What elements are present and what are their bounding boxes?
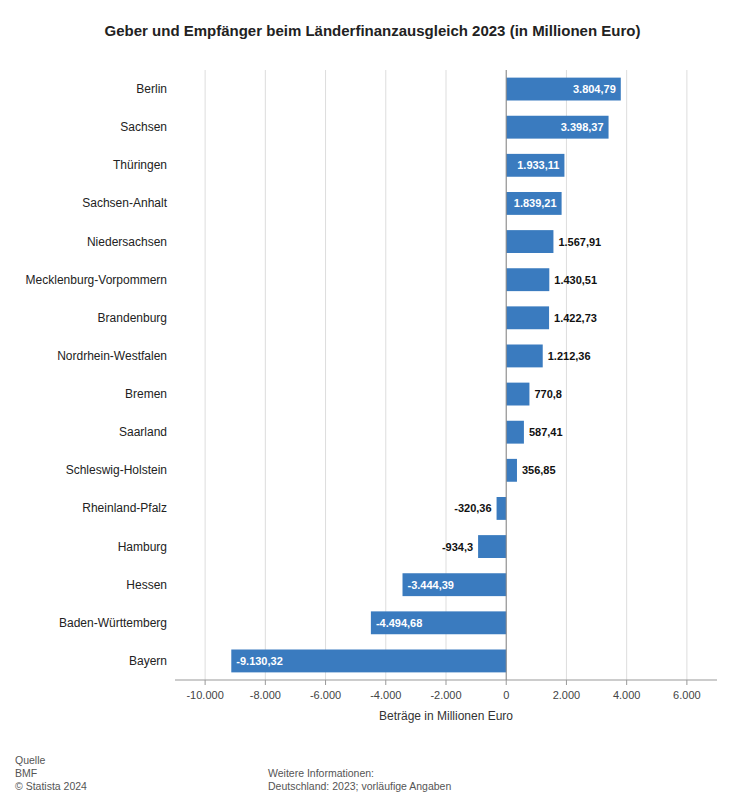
tick-mark xyxy=(265,680,266,685)
title: Geber und Empfänger beim Länderfinanzaus… xyxy=(105,22,641,39)
x-axis: -10.000 -8.000 -6.000 -4.000 -2.000 0 2.000 4.0… xyxy=(175,680,717,701)
data-label: -934,3 xyxy=(442,541,473,553)
chart: Geber und Empfänger beim Länderfinanzaus… xyxy=(0,0,745,800)
y-axis: Bayern Baden-Württemberg Hessen Hamburg Rhei… xyxy=(26,82,168,668)
bar xyxy=(506,268,549,291)
data-label: 1.422,73 xyxy=(554,312,597,324)
tick-mark xyxy=(566,680,567,685)
category-label: Saarland xyxy=(119,425,167,439)
grid-line xyxy=(325,70,326,680)
category-label: Niedersachsen xyxy=(87,235,167,249)
bar xyxy=(506,116,608,139)
grid-line xyxy=(566,70,567,680)
tick-mark xyxy=(385,680,386,685)
x-axis-line xyxy=(175,680,717,681)
tick-mark xyxy=(626,680,627,685)
bar xyxy=(506,459,517,482)
tick-mark xyxy=(205,680,206,685)
data-label: 1.212,36 xyxy=(548,350,591,362)
grid-line xyxy=(265,70,266,680)
data-label: 1.933,11 xyxy=(517,159,559,171)
bar xyxy=(506,421,524,444)
data-label: 356,85 xyxy=(522,464,556,476)
bar xyxy=(371,611,506,634)
category-label: Bayern xyxy=(129,654,167,668)
category-label: Schleswig-Holstein xyxy=(66,463,167,477)
zero-line xyxy=(506,70,507,680)
bar xyxy=(506,154,564,177)
tick-label: 6.000 xyxy=(673,689,701,701)
category-label: Bremen xyxy=(125,387,167,401)
bar xyxy=(231,650,506,673)
tick-label: -4.000 xyxy=(370,689,401,701)
grid-line xyxy=(686,70,687,680)
bar xyxy=(506,383,529,406)
category-label: Berlin xyxy=(136,82,167,96)
grid xyxy=(205,70,687,680)
data-label: 3.804,79 xyxy=(573,83,616,95)
grid-line xyxy=(626,70,627,680)
grid-line xyxy=(506,70,507,680)
tick-label: -8.000 xyxy=(250,689,281,701)
data-label: -320,36 xyxy=(454,502,491,514)
grid-line xyxy=(385,70,386,680)
data-label: -3.444,39 xyxy=(408,579,454,591)
tick-label: 4.000 xyxy=(613,689,641,701)
tick-mark xyxy=(446,680,447,685)
data-label: 1.567,91 xyxy=(558,236,601,248)
data-label: -4.494,68 xyxy=(376,617,422,629)
tick-mark xyxy=(686,680,687,685)
tick-label: -6.000 xyxy=(310,689,341,701)
category-label: Mecklenburg-Vorpommern xyxy=(26,273,167,287)
tick-label: -2.000 xyxy=(430,689,461,701)
bar xyxy=(403,573,507,596)
category-label: Hamburg xyxy=(118,540,167,554)
bar xyxy=(506,192,561,215)
bar xyxy=(506,78,621,101)
category-label: Thüringen xyxy=(113,158,167,172)
tick-label: 0 xyxy=(503,689,509,701)
bar xyxy=(506,230,553,253)
data-labels: -9.130,32 -4.494,68 -3.444,39 -934,3 -320,36… xyxy=(236,83,615,667)
annotation: QuelleBMF© Statista 2024 xyxy=(15,754,87,792)
tick-label: 2.000 xyxy=(553,689,581,701)
bars xyxy=(231,78,620,673)
data-label: 3.398,37 xyxy=(561,121,604,133)
data-label: 587,41 xyxy=(529,426,563,438)
data-label: 1.839,21 xyxy=(514,197,557,209)
category-label: Nordrhein-Westfalen xyxy=(57,349,167,363)
tick-mark xyxy=(506,680,507,685)
data-label: 770,8 xyxy=(534,388,562,400)
category-label: Hessen xyxy=(126,578,167,592)
category-label: Brandenburg xyxy=(98,311,167,325)
bar xyxy=(497,497,507,520)
category-label: Sachsen xyxy=(120,120,167,134)
bar xyxy=(478,535,506,558)
category-label: Sachsen-Anhalt xyxy=(82,196,167,210)
category-label: Baden-Württemberg xyxy=(59,616,167,630)
bar xyxy=(506,345,543,368)
annotation: Weitere Informationen:Deutschland: 2023;… xyxy=(268,767,451,792)
category-label: Rheinland-Pfalz xyxy=(82,501,167,515)
tick-label: -10.000 xyxy=(186,689,223,701)
data-label: -9.130,32 xyxy=(236,655,282,667)
data-label: 1.430,51 xyxy=(554,274,597,286)
tick-mark xyxy=(325,680,326,685)
bar xyxy=(506,306,549,329)
grid-line xyxy=(205,70,206,680)
x-axis-label: Beträge in Millionen Euro xyxy=(379,709,513,723)
